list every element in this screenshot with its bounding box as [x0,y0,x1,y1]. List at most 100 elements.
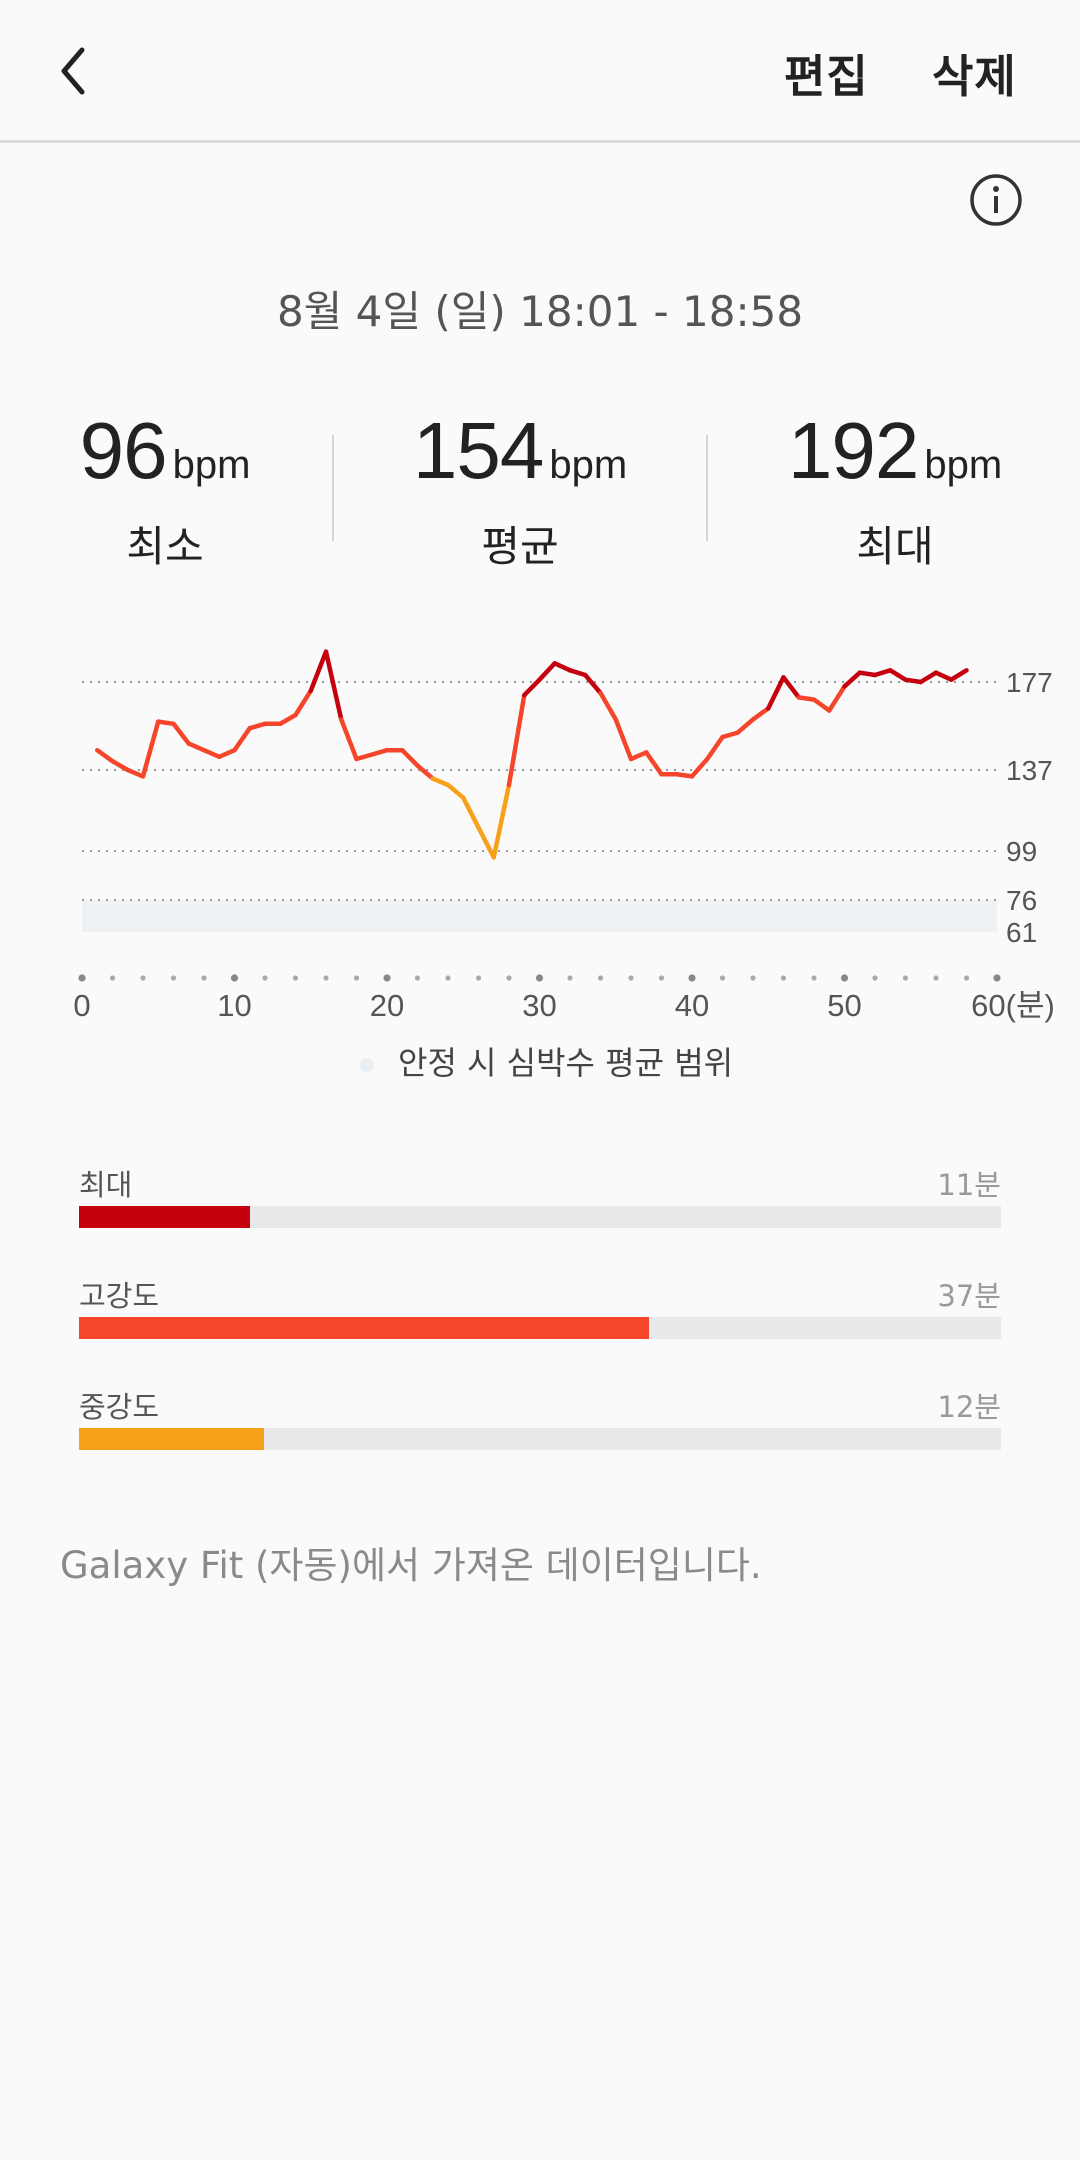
heart-rate-line-segment [491,782,512,860]
y-tick-label: 76 [1006,885,1037,916]
heart-rate-line-segment [735,717,756,735]
info-button[interactable] [968,172,1024,228]
x-axis-dot [688,974,696,982]
stat-divider [706,435,708,541]
x-tick-label: 10 [217,988,251,1023]
x-axis-dot [383,974,391,982]
heart-rate-line-segment [445,782,466,800]
x-tick-label: 20 [370,988,404,1023]
x-axis-dot [933,975,939,981]
x-axis-dot [445,975,451,981]
heart-rate-line-segment [857,670,878,678]
y-tick-label: 61 [1006,917,1037,948]
zone-max: 최대 11분 [79,1162,1001,1228]
stat-min-label: 최소 [126,522,204,571]
heart-rate-line-segment [354,752,374,762]
stat-min: 96 bpm 최소 [0,405,330,574]
heart-rate-line-segment [918,670,939,685]
x-axis-dot [109,975,116,981]
stat-avg-value: 154 [412,406,544,495]
zone-moderate: 중강도 12분 [79,1384,1001,1450]
zone-high: 고강도 37분 [79,1273,1001,1339]
zone-fill [79,1428,265,1450]
heart-rate-line-segment [323,649,344,722]
heart-rate-line-segment [537,661,557,682]
zone-track [79,1206,1001,1228]
y-tick-label: 177 [1006,667,1053,698]
y-tick-label: 137 [1006,755,1053,786]
heart-rate-line-segment [125,767,146,779]
heart-rate-line-segment [140,719,161,779]
stat-avg-unit: bpm [549,443,628,487]
x-axis-dot [780,975,787,981]
stat-avg-label: 평균 [481,522,559,571]
heart-rate-line-segment [201,747,222,760]
zone-fill [79,1206,250,1228]
heart-rate-line-segment [674,772,695,779]
x-axis-dot [201,975,207,981]
heart-rate-line-segment [430,776,451,788]
heart-rate-line-segment [171,721,191,746]
x-axis-dot [140,975,146,981]
x-axis-dot [292,975,299,981]
x-axis-dot [840,974,849,982]
x-tick-label: 40 [675,988,709,1023]
stat-min-unit: bpm [172,443,251,487]
heart-rate-line-segment [872,668,893,678]
stat-max: 192 bpm 최대 [730,405,1060,574]
x-axis-dot [658,975,665,981]
x-axis-dot [567,975,573,981]
edit-button[interactable]: 편집 [784,50,869,103]
heart-rate-line-segment [888,668,908,682]
heart-rate-line-segment [110,758,130,773]
zone-track [79,1428,1001,1450]
zone-duration: 12분 [937,1390,1001,1424]
heart-rate-line-segment [186,741,207,753]
info-circle-icon [970,174,1022,226]
stat-max-value: 192 [787,406,919,495]
back-button[interactable] [52,36,132,106]
heart-rate-line-segment [278,712,298,727]
zone-label: 최대 [79,1168,133,1202]
x-axis-dot [506,975,512,981]
heart-rate-line-segment [506,692,527,788]
heart-rate-line-segment [247,721,268,731]
heart-rate-line-segment [369,747,390,757]
stat-divider [332,435,334,541]
app-bar: 편집 삭제 [0,0,1080,143]
legend-label: 안정 시 심박수 평균 범위 [398,1044,734,1082]
x-axis-dot [414,975,421,981]
x-axis-dot [750,975,756,981]
x-tick-label: 0 [73,988,90,1023]
heart-rate-line-segment [689,756,710,779]
delete-button[interactable]: 삭제 [932,50,1017,103]
heart-rate-line-segment [720,730,740,740]
x-axis-dot [628,975,634,981]
x-axis-dot [872,975,878,981]
x-axis-dot [993,974,1001,982]
heart-rate-line-segment [583,672,603,696]
x-axis-dot [78,974,86,982]
heart-rate-line-segment [461,795,481,830]
heart-rate-line-segment [796,695,817,702]
x-axis-dot [811,975,817,981]
heart-rate-line-segment [613,717,634,762]
stat-min-value: 96 [79,406,168,495]
x-axis-dot [323,975,329,981]
heart-rate-line-segment [842,670,862,689]
zone-label: 고강도 [79,1279,160,1313]
x-axis-dot [719,975,726,981]
x-axis-dot [597,975,604,981]
legend-swatch [360,1058,374,1072]
x-axis-dot [353,975,360,981]
heart-rate-line-segment [766,675,786,711]
stat-max-unit: bpm [924,443,1003,487]
heart-rate-line-segment [903,677,923,685]
zone-duration: 37분 [937,1279,1001,1313]
zone-track [79,1317,1001,1339]
heart-rate-line-segment [476,825,496,860]
heart-rate-line-segment [522,677,542,698]
y-tick-label: 99 [1006,836,1037,867]
heart-rate-line-segment [628,750,649,762]
